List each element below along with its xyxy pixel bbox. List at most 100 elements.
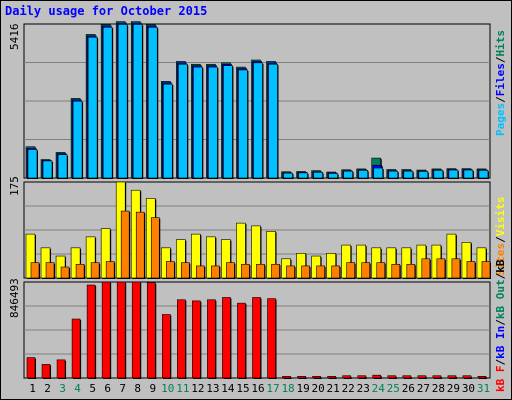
legend-kbytes-separator: / [494,359,507,366]
sites-bar [286,265,295,279]
sites-bar [301,265,310,279]
pages-bar [162,83,173,179]
visits-bar [221,239,231,279]
kbf-bar [327,375,336,379]
pages-bar [478,170,489,179]
kbf-bar [71,318,81,379]
day-label: 11 [176,382,189,395]
visits-bar [356,244,367,279]
kbf-bar [101,281,111,379]
day-label: 13 [206,382,219,395]
kbf-bar [131,281,141,379]
legend-hits-separator: / [494,56,507,63]
day-label: 14 [221,382,235,395]
pages-bar [193,66,203,179]
legend-kbytes-item: kB [494,259,507,273]
day-label: 16 [251,382,264,395]
legend-visits-item: Sites [494,243,507,276]
sites-bar [271,263,280,279]
pages-bar [358,170,369,179]
day-label: 20 [312,382,325,395]
day-label: 1 [29,382,36,395]
visits-bar [206,236,216,279]
legend-kbytes-separator: / [494,272,507,279]
pages-bar [117,24,128,179]
kbf-bar [342,375,351,379]
day-label: 10 [161,382,174,395]
kbf-bar [297,375,306,379]
day-label: 26 [402,382,415,395]
sites-bar [436,258,446,279]
ymax-label-visits: 175 [8,176,21,196]
day-label: 6 [104,382,111,395]
kbf-bar [477,375,487,379]
legend-hits-item: Files [494,63,507,96]
sites-bar [90,262,100,279]
pages-bar [102,26,113,179]
sites-bar [150,217,160,279]
sites-bar [75,263,85,279]
day-label: 22 [342,382,355,395]
pages-bar [343,170,353,179]
day-label: 31 [477,382,490,395]
kbf-bar [312,375,321,379]
kbf-bar [252,297,261,379]
kbf-bar [462,375,472,379]
kbf-bar [192,300,201,379]
pages-bar [313,172,323,179]
sites-bar [241,263,250,279]
kbf-bar [237,302,246,379]
legend-hits-item: Hits [494,30,507,57]
day-label: 29 [447,382,460,395]
pages-bar [178,63,188,179]
visits-bar [176,239,186,279]
day-label: 30 [462,382,475,395]
day-label: 5 [89,382,96,395]
legend-kbytes-separator: / [494,319,507,326]
sites-bar [30,262,40,279]
day-label: 25 [387,382,400,395]
kbf-bar [207,299,216,379]
day-label: 23 [357,382,370,395]
visits-bar [85,236,96,279]
kbf-bar [161,314,171,379]
day-label: 12 [191,382,204,395]
kbf-bar [222,297,231,379]
day-label: 15 [236,382,249,395]
pages-bar [328,173,338,179]
kbf-bar [402,375,412,379]
sites-bar [331,265,340,279]
kbf-bar [56,359,66,379]
pages-bar [223,65,233,179]
pages-bar [72,100,83,179]
sites-bar [105,261,115,279]
sites-bar [466,261,476,279]
day-label: 2 [44,382,51,395]
sites-bar [196,265,205,279]
sites-bar [135,211,145,279]
pages-bar [27,149,38,179]
kbf-bar [26,357,36,379]
pages-bar [57,154,68,179]
sites-bar [421,258,431,279]
pages-bar [87,36,98,179]
pages-bar [238,69,248,179]
visits-bar [236,222,246,279]
chart-title: Daily usage for October 2015 [5,4,208,18]
day-label: 19 [296,382,309,395]
pages-bar [208,66,218,179]
visits-bar [401,247,412,279]
day-label: 7 [119,382,126,395]
visits-bar [341,244,351,279]
legend-hits: Pages/Files/Hits [494,30,507,136]
kbf-bar [357,375,367,379]
pages-bar [418,171,429,179]
visits-bar [100,228,111,279]
kbf-bar [177,299,186,379]
visits-bar [251,225,261,279]
legend-hits-separator: / [494,96,507,103]
pages-bar [253,62,263,179]
visits-bar [25,233,36,279]
